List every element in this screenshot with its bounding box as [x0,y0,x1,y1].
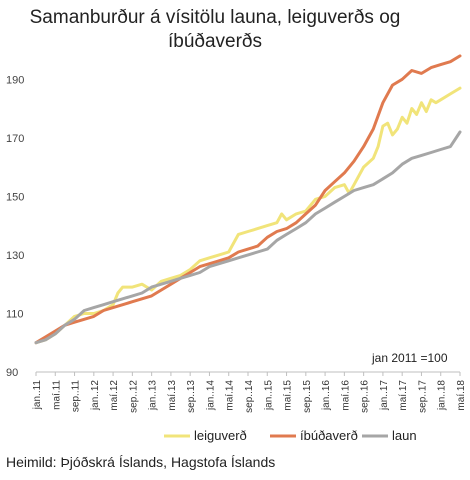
x-tick-label: maí.11 [51,380,62,410]
y-tick-label: 150 [6,191,24,203]
y-axis-ticks: 90 110 130 150 170 190 [6,74,24,379]
y-tick-label: 170 [6,133,24,145]
chart-title-line-2: íbúðaverðs [167,31,262,52]
chart-title-line-1: Samanburður á vísitölu launa, leiguverðs… [29,7,401,28]
x-tick-label: jan..15 [263,380,274,411]
x-tick-label: sep..15 [302,380,313,413]
series-line-1 [34,54,462,345]
x-tick-label: maí.18 [456,380,467,411]
x-tick-label: sep..14 [244,380,255,413]
x-tick-label: jan..17 [379,380,390,411]
legend-label-0: leiguverð [194,428,247,443]
legend: leiguverð íbúðaverð laun [164,428,417,443]
legend-label-1: íbúðaverð [300,428,358,443]
x-tick-label: maí.15 [283,380,294,411]
x-tick-label: sep..17 [417,380,428,413]
x-tick-label: jan..14 [205,380,216,411]
y-tick-label: 190 [6,74,24,86]
x-tick-label: maí.16 [340,380,351,411]
y-tick-label: 130 [6,250,24,262]
x-tick-label: jan..16 [321,380,332,411]
x-tick-label: jan..11 [32,380,43,411]
chart-title: Samanburður á vísitölu launa, leiguverðs… [0,6,430,54]
y-tick-label: 110 [6,308,24,320]
x-tick-label: jan..13 [148,380,159,411]
x-tick-label: jan..12 [90,380,101,411]
x-tick-label: maí.14 [225,380,236,411]
x-tick-label: maí.13 [167,380,178,411]
x-tick-label: jan..18 [437,380,448,411]
x-tick-label: sep..16 [360,380,371,413]
x-tick-label: maí.17 [398,380,409,411]
base-note: jan 2011 =100 [371,351,448,365]
x-tick-label: sep..12 [128,380,139,413]
series-line-0 [34,86,462,345]
x-tick-label: sep..13 [186,380,197,413]
x-tick-label: sep..11 [71,380,82,412]
series-line-2 [34,130,462,345]
legend-label-2: laun [392,428,417,443]
source-note: Heimild: Þjóðskrá Íslands, Hagstofa Ísla… [6,454,276,470]
x-tick-label: maí.12 [109,380,120,411]
series-lines [34,54,462,345]
y-tick-label: 90 [6,367,18,379]
x-axis-ticks: jan..11 maí.11 sep..11 jan..12 maí.12 sep..12… [32,372,467,413]
